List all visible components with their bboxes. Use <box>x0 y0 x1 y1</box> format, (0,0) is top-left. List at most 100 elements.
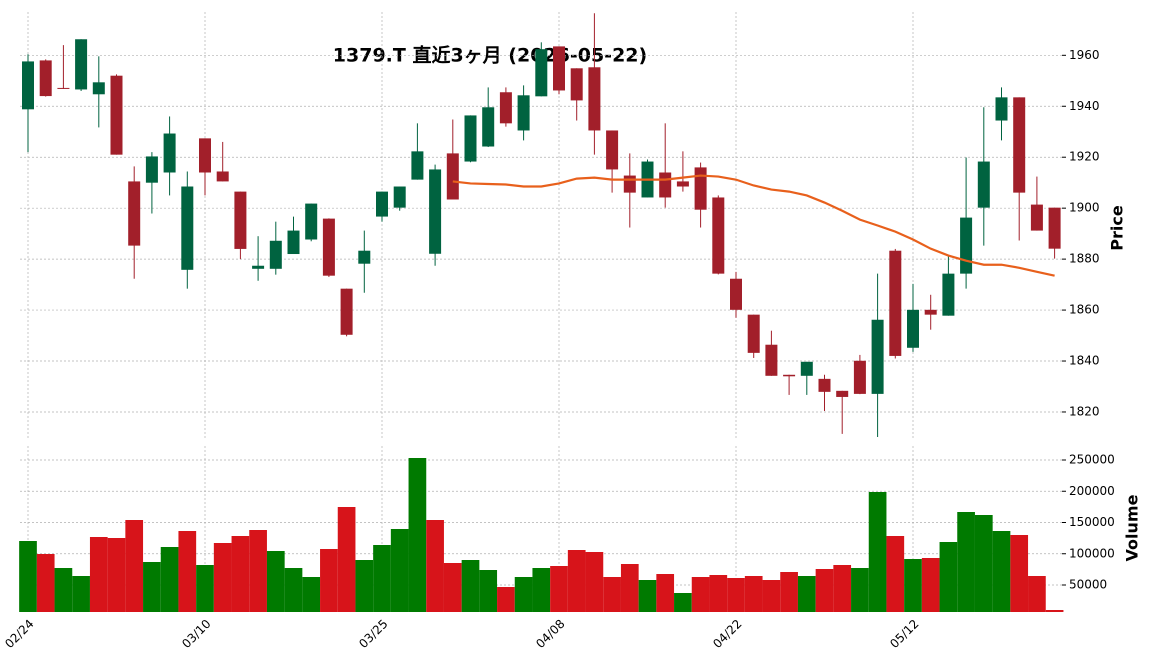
candle-body <box>942 273 955 316</box>
volume-bar <box>532 568 551 612</box>
x-tick-label: 03/10 <box>179 617 213 651</box>
candle-body <box>464 115 477 162</box>
candle-body <box>57 87 70 89</box>
volume-tick-label: 100000 <box>1069 546 1115 560</box>
candle-body <box>269 240 282 269</box>
candle-body <box>907 309 919 348</box>
grid <box>20 12 1062 612</box>
volume-bar <box>249 530 267 612</box>
volume-bar <box>620 564 639 612</box>
volume-bar <box>833 565 852 612</box>
volume-bar <box>302 577 321 612</box>
candle-body <box>747 314 760 353</box>
y-tick-label: 1920 <box>1069 150 1100 164</box>
candle-body <box>358 250 371 264</box>
candle-body <box>889 250 902 356</box>
candle-body <box>376 191 388 217</box>
candle-body <box>305 203 318 240</box>
volume-bar <box>904 559 922 612</box>
volume-bar <box>125 520 144 612</box>
volume-tick-label: 50000 <box>1069 578 1107 592</box>
candle-body <box>287 230 300 255</box>
volume-bar <box>19 541 37 612</box>
volume-bar <box>921 558 940 612</box>
candle-body <box>39 60 52 97</box>
volume-bar <box>992 531 1011 612</box>
volume-bar <box>355 560 374 612</box>
volume-bar <box>160 547 179 612</box>
volume-bar <box>54 568 73 612</box>
volume-bar <box>213 543 232 612</box>
volume-bar <box>691 577 710 612</box>
candle-body <box>252 265 265 269</box>
x-tick-label: 03/25 <box>356 617 390 651</box>
volume-bar <box>36 554 55 612</box>
volume-bar <box>957 512 975 612</box>
candle-body <box>216 171 229 182</box>
candle-body <box>322 218 335 276</box>
x-tick-label: 04/08 <box>533 617 567 651</box>
candle-body <box>553 46 565 91</box>
volume-bar <box>443 563 462 612</box>
volume-bar <box>567 550 586 612</box>
volume-bar <box>89 537 108 612</box>
volume-bar <box>762 580 781 612</box>
volume-bar <box>727 578 745 612</box>
candle-body <box>393 186 406 208</box>
candle-body <box>694 167 707 210</box>
candle-body <box>482 107 495 147</box>
volume-bar <box>497 587 515 612</box>
candle-body <box>446 153 459 200</box>
volume-bar <box>939 542 958 612</box>
candle-body <box>429 169 442 254</box>
candle-body <box>977 161 990 208</box>
volume-bar <box>479 570 498 612</box>
x-tick-label: 04/22 <box>710 617 744 651</box>
volume-bar <box>780 572 798 612</box>
volume-bar <box>107 538 126 612</box>
volume-bar <box>514 577 533 612</box>
volume-bar <box>143 562 161 612</box>
volume-bar <box>320 549 338 612</box>
volume-bar <box>674 593 692 612</box>
y-tick-label: 1960 <box>1069 48 1100 62</box>
volume-bar <box>196 565 214 612</box>
candle-body <box>765 344 778 376</box>
volume-bar <box>797 576 816 612</box>
candle-body <box>110 75 123 155</box>
candle-body <box>570 68 583 101</box>
volume-tick-label: 150000 <box>1069 515 1115 529</box>
y-axis-label: Price <box>1108 205 1127 251</box>
volume-bar <box>974 515 993 612</box>
candle-body <box>163 133 176 173</box>
candle-body <box>145 156 158 183</box>
candle-body <box>606 130 619 170</box>
volume-bar <box>231 536 250 612</box>
candle-body <box>535 49 548 97</box>
volume-bar <box>1045 610 1064 612</box>
y-tick-label: 1940 <box>1069 99 1100 113</box>
candle-body <box>623 175 636 193</box>
volume-bar <box>408 458 427 612</box>
volume-axis-label: Volume <box>1123 494 1142 561</box>
candle-body <box>995 97 1008 121</box>
candle-body <box>836 390 849 397</box>
candle-body <box>676 181 689 187</box>
volume-tick-label: 250000 <box>1069 453 1115 467</box>
volume-bar <box>656 574 675 612</box>
moving-average <box>452 174 1055 277</box>
volume-bar <box>585 552 604 612</box>
candle-body <box>659 172 672 198</box>
candle-body <box>1048 207 1061 249</box>
candle-body <box>499 92 512 124</box>
volume-bar <box>886 536 905 612</box>
candle-body <box>712 197 725 274</box>
volume-bar <box>1028 576 1046 612</box>
volume-tick-label: 200000 <box>1069 484 1115 498</box>
candle-body <box>181 186 194 270</box>
volume-bar <box>390 529 409 612</box>
candle-body <box>730 278 742 310</box>
volume-bar <box>373 545 391 612</box>
